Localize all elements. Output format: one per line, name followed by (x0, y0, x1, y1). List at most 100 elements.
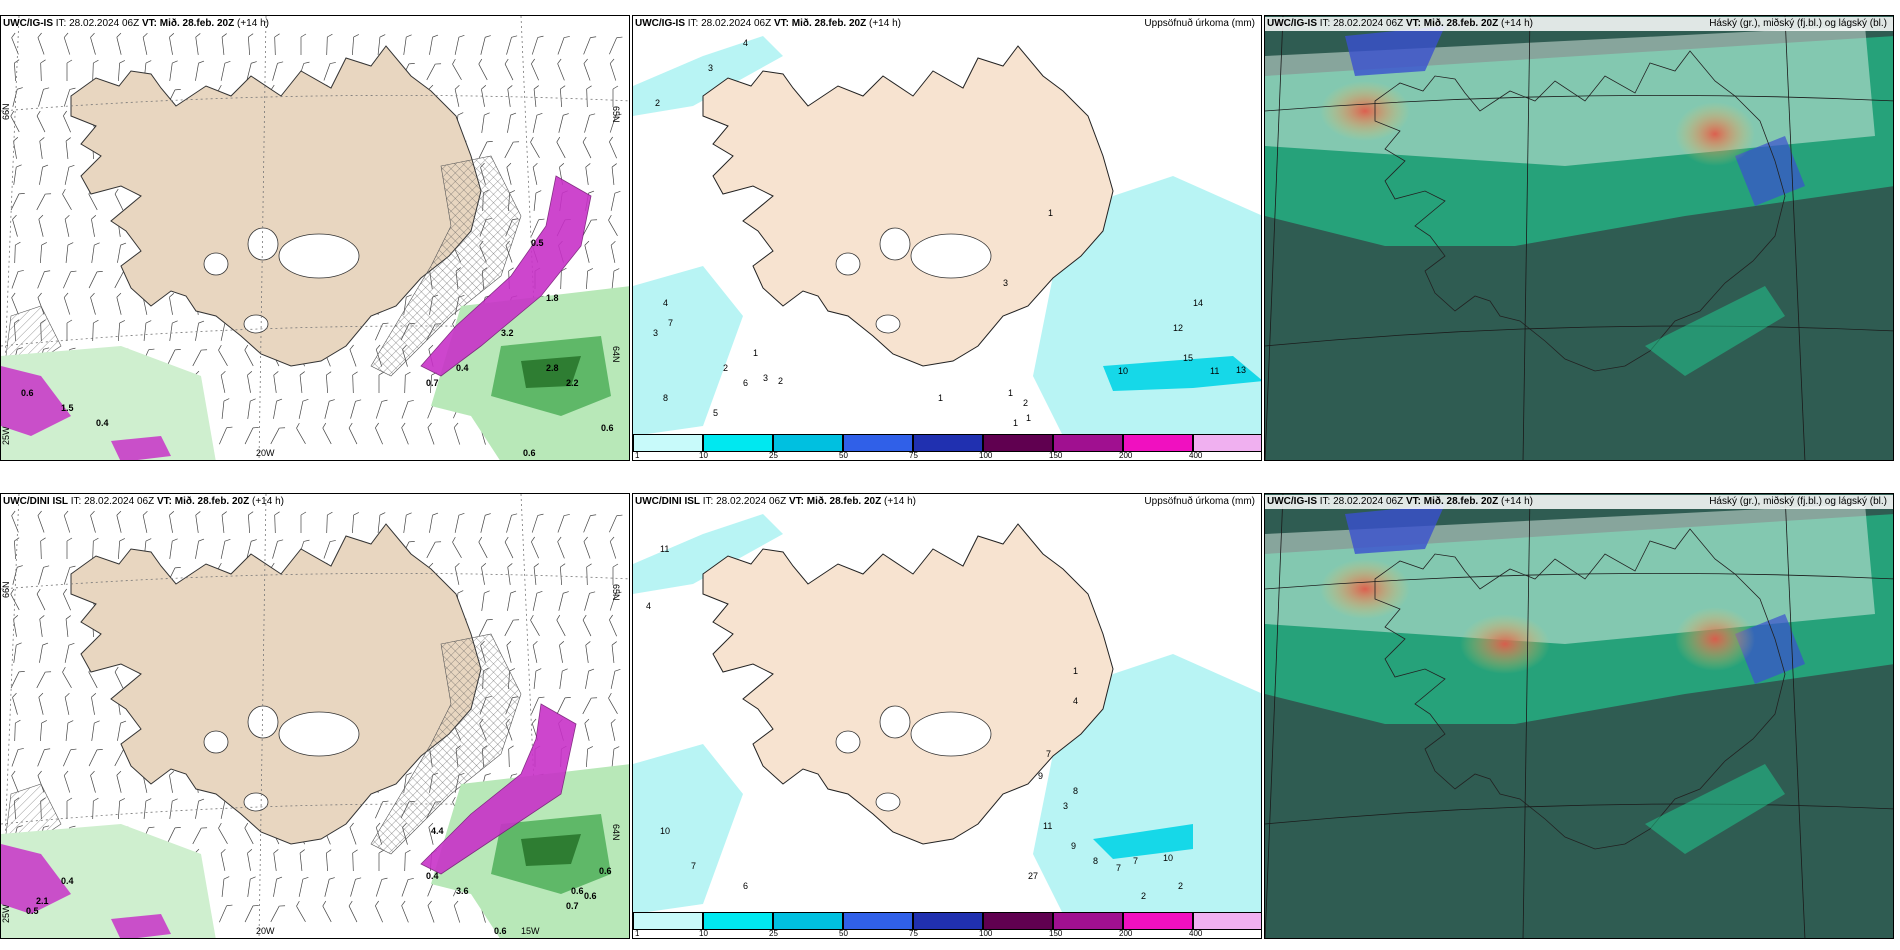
latitude-line (1, 572, 629, 590)
wind-barb (583, 58, 591, 81)
glacier-langjokull (835, 252, 861, 276)
colorbar-swatch (1123, 912, 1193, 930)
colorbar-swatch (773, 434, 843, 452)
model-name: UWC/IG-IS (1267, 18, 1317, 29)
wind-barb (531, 513, 544, 533)
wind-barb (195, 511, 201, 533)
mid-cloud-area (1345, 26, 1445, 76)
wind-barb (404, 849, 411, 872)
wind-barb (504, 58, 514, 81)
wind-barb (246, 61, 257, 81)
longitude-line (1265, 494, 1284, 938)
wind-barb (507, 85, 513, 107)
precip-station-value: 6 (743, 881, 748, 891)
wind-barb (247, 849, 253, 871)
init-time: 28.02.2024 06Z (84, 496, 155, 507)
precip-green-dark (521, 834, 581, 866)
wind-barb (244, 344, 254, 367)
wind-barb (557, 536, 565, 559)
glacier-myrdalsjokull (875, 314, 901, 334)
wind-barb (11, 270, 24, 289)
wind-barb (64, 692, 70, 715)
wind-barb (116, 292, 122, 315)
map-panel-wind-precip-ig: UWC/IG-IS IT: 28.02.2024 06Z VT: Mið. 28… (0, 15, 630, 461)
wind-barb (37, 32, 45, 55)
lon-label: 20W (256, 448, 275, 458)
wind-barb (584, 718, 590, 741)
wind-barb (609, 58, 617, 81)
precip-station-value: 11 (660, 544, 669, 554)
lat-label: 64N (611, 346, 621, 363)
lat-label: 65N (611, 106, 621, 123)
wind-barb (609, 536, 617, 559)
panel-header: UWC/IG-IS IT: 28.02.2024 06Z VT: Mið. 28… (1265, 17, 1893, 31)
valid-time: Mið. 28.feb. 20Z (806, 496, 882, 507)
hatch-area (371, 634, 521, 854)
lead-time: (+14 h) (1501, 18, 1533, 29)
wind-barb (63, 87, 76, 107)
wind-barb (377, 34, 386, 55)
longitude-line (1265, 16, 1284, 460)
wind-barb (66, 797, 73, 819)
wind-barb (609, 591, 622, 611)
colorbar-tick-label: 50 (839, 929, 848, 938)
colorbar-swatch (1193, 912, 1261, 930)
wind-barb (274, 511, 280, 534)
iceland-land (702, 45, 1114, 367)
wind-barb (350, 877, 362, 897)
longitude-line (1522, 494, 1531, 938)
wind-barb (63, 588, 71, 611)
wind-barb (63, 32, 71, 55)
wind-barb (608, 692, 618, 714)
precip-value-label: 0.4 (426, 871, 439, 881)
longitude-line (258, 494, 267, 938)
precip-station-value: 9 (1071, 841, 1076, 851)
colorbar-swatch (983, 434, 1053, 452)
glacier-myrdalsjokull (243, 314, 269, 334)
map-panel-precip-dini: UWC/DINI ISL IT: 28.02.2024 06Z VT: Mið.… (632, 493, 1262, 939)
wind-barb (481, 590, 490, 611)
wind-barb (452, 536, 462, 558)
precip-purple-band (420, 175, 592, 377)
colorbar-tick-label: 400 (1189, 451, 1203, 460)
map-panel-precip-ig: UWC/IG-IS IT: 28.02.2024 06Z VT: Mið. 28… (632, 15, 1262, 461)
wind-barb (118, 320, 125, 342)
lat-label: 65N (611, 584, 621, 601)
wind-barb (429, 512, 439, 533)
wind-barb (143, 320, 152, 341)
wind-barb (220, 538, 231, 559)
wind-barb (114, 188, 124, 211)
wind-barb (504, 141, 520, 159)
init-time: 28.02.2024 06Z (1333, 496, 1404, 507)
wind-barb (13, 164, 22, 185)
wind-barb (63, 565, 76, 585)
wind-barb (481, 112, 490, 133)
lon-label: 20W (256, 926, 275, 936)
colorbar-tick-label: 1 (635, 451, 640, 460)
precip-value-label: 0.7 (426, 378, 439, 388)
wind-barb (533, 85, 539, 107)
precip-station-value: 10 (1163, 853, 1173, 863)
wind-barb (273, 876, 283, 897)
wind-barb (219, 904, 233, 923)
wind-barb (480, 513, 491, 533)
wind-barb (247, 876, 256, 897)
precip-light-area (633, 744, 743, 914)
wind-barb (531, 696, 545, 715)
wind-barb (38, 692, 44, 715)
wind-barb (533, 190, 542, 211)
precip-value-label: 1.5 (61, 403, 74, 413)
colorbar-tick-label: 10 (699, 929, 708, 938)
wind-barb (11, 748, 24, 767)
wind-barb (506, 162, 512, 185)
colorbar-tick-label: 200 (1119, 451, 1133, 460)
wind-barb (426, 541, 442, 559)
colorbar: 1 10 25 50 75 100 150 200 400 (633, 434, 1261, 460)
wind-barb (118, 60, 125, 82)
model-name: UWC/DINI ISL (3, 496, 68, 507)
wind-barb (273, 371, 279, 393)
wind-barb (584, 240, 590, 263)
wind-barb (10, 671, 25, 689)
wind-barb (63, 270, 77, 289)
map-panel-clouds-ig: UWC/IG-IS IT: 28.02.2024 06Z VT: Mið. 28… (1264, 15, 1894, 461)
